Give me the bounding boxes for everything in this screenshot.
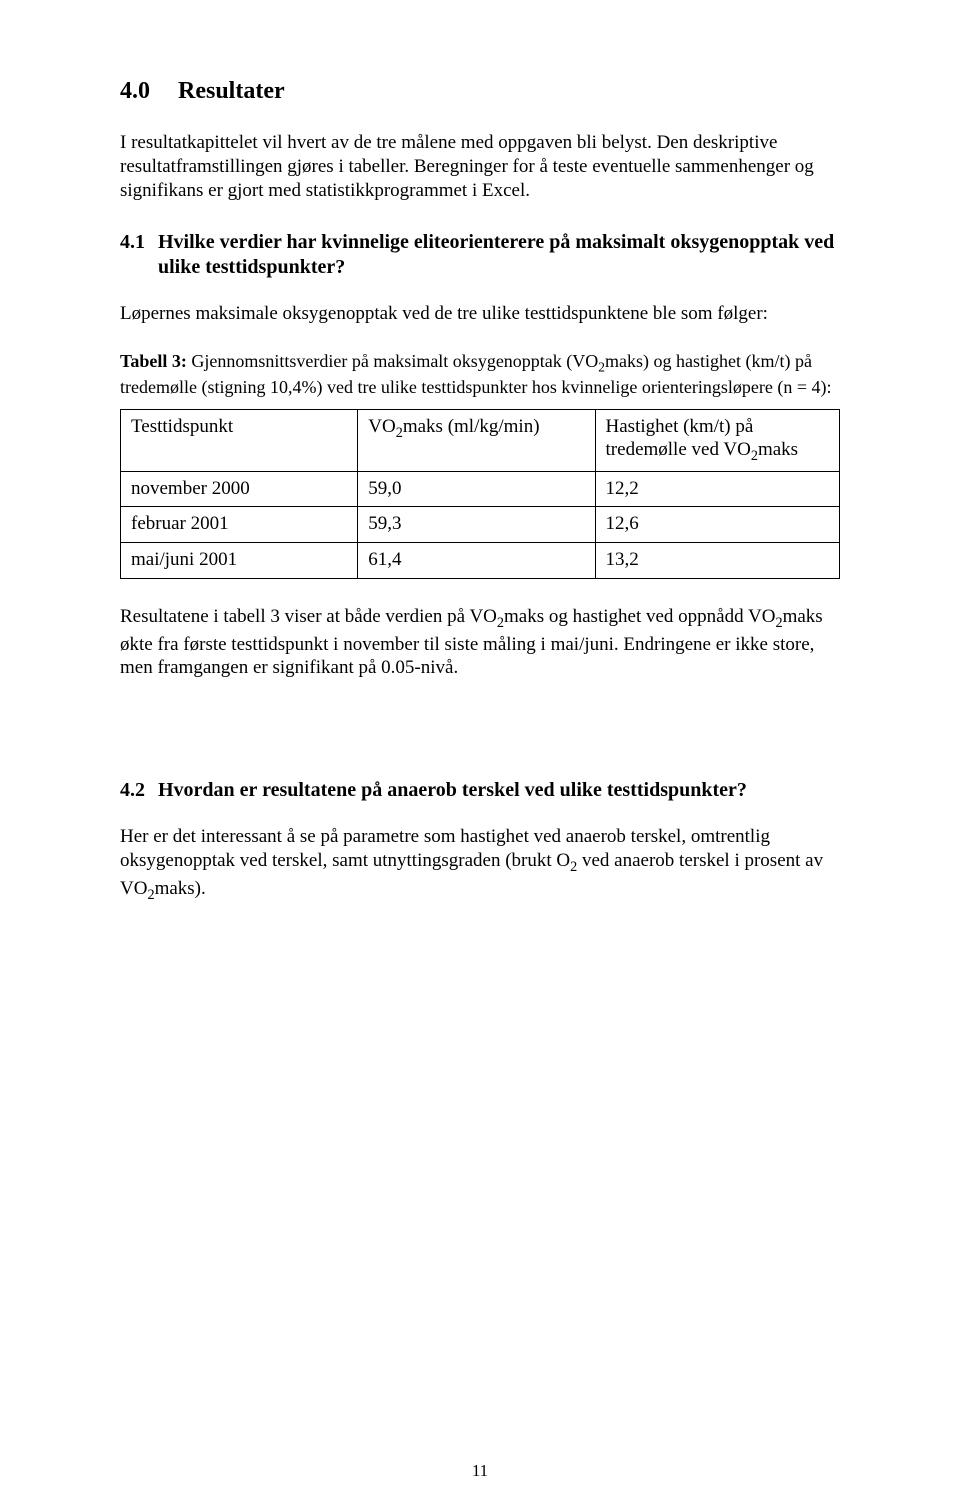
col-vo2maks: VO2maks (ml/kg/min) [358,409,595,471]
col-hastighet: Hastighet (km/t) på tredemølle ved VO2ma… [595,409,839,471]
para-4-1-intro: Løpernes maksimale oksygenopptak ved de … [120,302,840,326]
heading-4-0: 4.0 Resultater [120,78,840,105]
cell-hast: 13,2 [595,543,839,579]
para-4-0: I resultatkapittelet vil hvert av de tre… [120,131,840,202]
heading-4-2: 4.2Hvordan er resultatene på anaerob ter… [120,778,840,803]
heading-title: Hvilke verdier har kvinnelige eliteorien… [158,230,840,280]
cell-tid: februar 2001 [121,507,358,543]
para-4-2: Her er det interessant å se på parametre… [120,825,840,904]
table-3: Testtidspunkt VO2maks (ml/kg/min) Hastig… [120,409,840,579]
heading-4-1: 4.1Hvilke verdier har kvinnelige eliteor… [120,230,840,280]
caption-text: Gjennomsnittsverdier på maksimalt oksyge… [187,351,598,371]
cell-tid: november 2000 [121,471,358,507]
heading-title: Hvordan er resultatene på anaerob terske… [158,778,840,803]
heading-number: 4.1 [120,230,158,255]
spacer [120,704,840,750]
page-number: 11 [0,1461,960,1481]
para-after-table3: Resultatene i tabell 3 viser at både ver… [120,605,840,680]
cell-hast: 12,2 [595,471,839,507]
table-3-caption: Tabell 3: Gjennomsnittsverdier på maksim… [120,350,840,399]
cell-hast: 12,6 [595,507,839,543]
col-testtidspunkt: Testtidspunkt [121,409,358,471]
table-row: mai/juni 2001 61,4 13,2 [121,543,840,579]
cell-vo2: 59,3 [358,507,595,543]
cell-tid: mai/juni 2001 [121,543,358,579]
heading-number: 4.2 [120,778,158,803]
table-row: november 2000 59,0 12,2 [121,471,840,507]
cell-vo2: 61,4 [358,543,595,579]
page: 4.0 Resultater I resultatkapittelet vil h… [0,0,960,1511]
heading-title: Resultater [178,78,285,104]
caption-lead: Tabell 3: [120,351,187,371]
table-row: februar 2001 59,3 12,6 [121,507,840,543]
cell-vo2: 59,0 [358,471,595,507]
heading-number: 4.0 [120,78,150,105]
